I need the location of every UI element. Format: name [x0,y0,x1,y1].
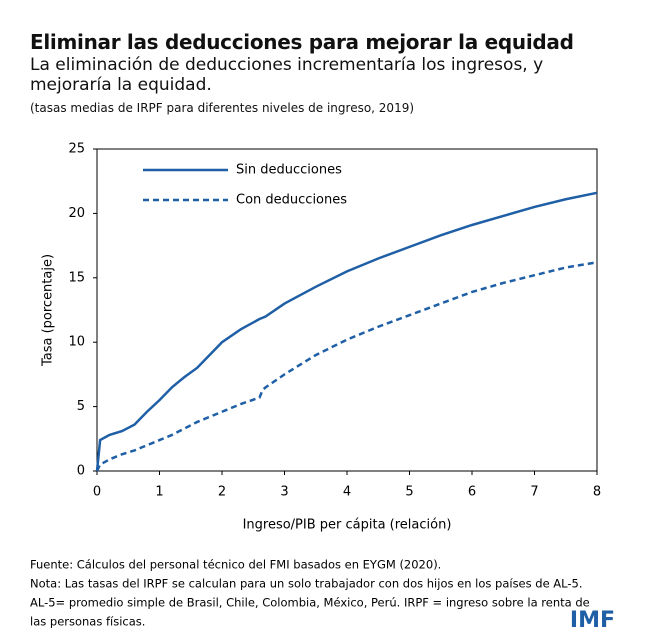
x-tick-label: 5 [405,485,413,500]
x-tick-label: 6 [468,485,476,500]
y-tick-label: 10 [68,335,85,350]
x-tick-label: 7 [530,485,538,500]
y-tick-label: 15 [68,270,85,285]
x-tick-label: 2 [218,485,226,500]
footer-line: AL-5= promedio simple de Brasil, Chile, … [30,596,590,610]
x-tick-label: 3 [280,485,288,500]
logo: IMF [570,608,615,633]
subtitle: La eliminación de deducciones incrementa… [30,55,544,95]
x-tick-label: 0 [93,485,101,500]
footer-line: Nota: Las tasas del IRPF se calculan par… [30,577,583,591]
footer-line: las personas físicas. [30,615,145,629]
legend-label: Con deducciones [236,193,347,208]
footer-line: Fuente: Cálculos del personal técnico de… [30,558,441,572]
legend-label: Sin deducciones [236,163,342,178]
y-tick-label: 25 [68,142,85,157]
note: (tasas medias de IRPF para diferentes ni… [30,101,415,115]
y-tick-label: 5 [77,399,85,414]
series-line [95,191,598,472]
y-tick-label: 20 [68,206,85,221]
x-axis-label: Ingreso/PIB per cápita (relación) [243,518,452,533]
title: Eliminar las deducciones para mejorar la… [30,30,574,54]
x-tick-label: 4 [343,485,351,500]
x-tick-label: 1 [155,485,163,500]
x-tick-label: 8 [593,485,601,500]
y-axis-label: Tasa (porcentaje) [41,254,56,367]
y-tick-label: 0 [77,464,85,479]
series-line [95,261,598,472]
